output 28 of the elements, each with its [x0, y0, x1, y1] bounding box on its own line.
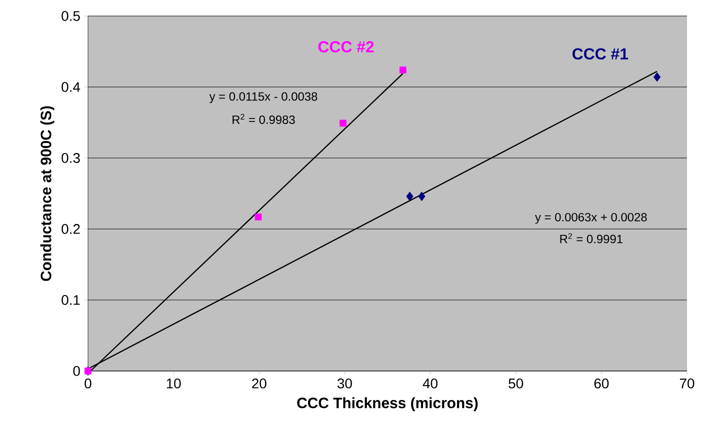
point — [406, 192, 414, 202]
y-tick-label: 0 — [73, 366, 80, 376]
x-tick-label: 30 — [337, 378, 352, 388]
x-tick-label: 0 — [84, 378, 92, 388]
y-tick-label: 0.2 — [62, 224, 80, 234]
series-label: CCC #2 — [318, 41, 374, 52]
annotation: R$^{2}$ = 0.9983 — [232, 114, 295, 124]
annotation: R$^{2}$ = 0.9991 — [560, 233, 622, 244]
x-axis-title: CCC Thickness (microns) — [297, 397, 478, 412]
x-tick-label: 60 — [594, 378, 609, 388]
x-tick-label: 10 — [166, 378, 181, 388]
x-tick-label: 70 — [680, 378, 694, 388]
annotation: y = 0.0115x - 0.0038 — [209, 92, 318, 104]
y-axis-title: Conductance at 900C (S) — [40, 106, 54, 281]
annotation: y = 0.0063x + 0.0028 — [535, 212, 647, 224]
y-tick-label: 0.1 — [62, 295, 80, 305]
x-tick-label: 20 — [252, 378, 266, 388]
point — [418, 192, 426, 202]
y-tick-label: 0.5 — [62, 11, 80, 21]
point — [400, 66, 406, 74]
y-tick-label: 0.3 — [62, 153, 80, 163]
x-tick-label: 40 — [422, 378, 438, 388]
point — [340, 120, 346, 127]
point — [653, 72, 661, 82]
point — [254, 214, 262, 220]
series-label: CCC #1 — [572, 48, 628, 60]
y-tick-label: 0.4 — [62, 82, 80, 92]
x-tick-label: 50 — [508, 378, 524, 388]
